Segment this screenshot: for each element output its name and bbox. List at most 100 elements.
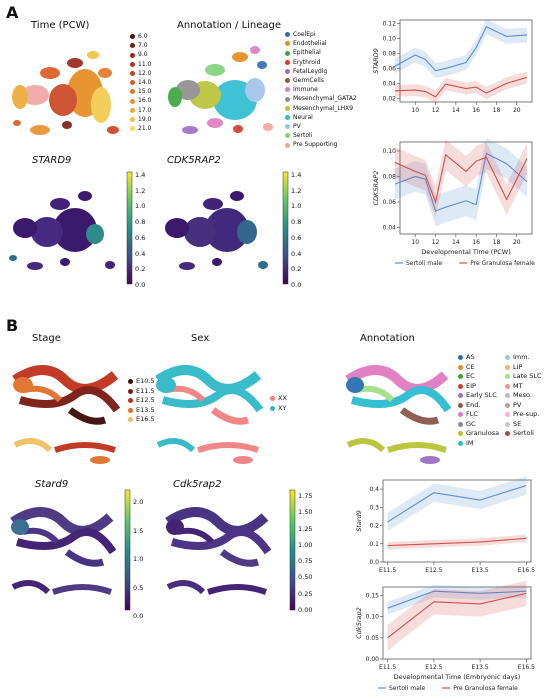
legend-label: 15.0 [138,88,152,96]
legend-swatch [285,87,290,93]
legend-label: 7.0 [138,42,148,50]
colorbar-tick: 1.4 [291,171,302,179]
legend-swatch [285,32,290,38]
annotation-legend-item: CoelEpi [285,30,357,39]
y-tick-label: 0.10 [366,614,380,621]
legend-label: LIP [513,362,523,371]
legend-swatch [130,43,135,49]
legend-label: Early SLC [466,391,497,399]
umap-sex-plot [155,365,264,464]
series-line [394,153,528,204]
legend-label: End. [466,400,481,409]
annotation-legend-item: Mesenchymal_GATA2 [285,94,357,103]
y-tick-label: 0.0 [369,559,379,566]
legend-swatch [458,364,463,370]
legend-swatch [285,96,290,102]
legend-label: XY [278,403,287,412]
legend-label: Pre Granulosa female [453,685,518,692]
legend-swatch [130,126,135,132]
colorbar-b1-ticks: 2.0 1.5 1.0 0.5 0.0 [133,488,143,631]
colorbar-tick: 0.6 [135,233,146,242]
legend-swatch [128,407,133,413]
annotation-mouse-legend-item: Pre-sup. [505,410,542,420]
legend-label: 17.0 [138,106,152,114]
legend-label: PV [293,123,301,131]
confidence-band [394,139,527,218]
y-tick-label: 0.08 [383,51,397,58]
legend-swatch [458,374,463,380]
legend-label: GC [466,419,476,428]
legend-swatch [458,402,463,408]
colorbar-tick: 1.0 [135,202,146,211]
line-chart-cdk5rap2-human: 0.04 0.06 0.08 0.10 10 12 14 16 18 20 CDK5RAP2 Deve… [372,138,535,267]
x-tick-label: E16.5 [518,664,535,671]
colorbar-tick: 1.50 [298,508,313,517]
legend-label: 19.0 [138,115,152,123]
legend-swatch [130,116,135,122]
x-tick-label: E13.5 [472,664,489,671]
legend-swatch [505,421,510,427]
colorbar-tick: 0.8 [135,218,146,227]
stage-legend-item: E10.5 [128,377,155,387]
annotation-mouse-legend-item: FLC [458,410,499,420]
legend-label: AS [466,353,475,361]
time-legend-item: 17.0 [130,106,151,115]
stage-legend-item: E11.5 [128,387,155,397]
y-tick-label: 0.02 [383,95,397,102]
x-tick-label: 18 [493,239,501,246]
legend-swatch [458,431,463,437]
umap-title-annotation-b: Annotation [360,333,415,344]
legend-label: Epithelial [293,49,321,57]
legend-swatch [458,393,463,399]
y-axis-label: STARD9 [372,48,380,74]
colorbar-tick: 0.75 [298,557,313,566]
annotation-legend-item: Endothelial [285,39,357,48]
umap-annotation-mouse-plot [345,365,452,464]
colorbar-tick: 0.2 [135,265,146,274]
umap-cdk5rap2-plot [165,191,268,270]
legend-swatch [285,78,290,84]
colorbar-tick: 0.8 [291,218,302,227]
legend-swatch [458,383,463,389]
annotation-legend-item: Erythroid [285,58,357,67]
colorbar-b2-ticks: 1.75 1.50 1.25 1.00 0.75 0.50 0.25 0.00 [298,488,312,618]
series-line [394,152,528,212]
umap-title-cdk5rap2: CDK5RAP2 [167,155,221,166]
time-legend-item: 7.0 [130,41,151,50]
umap-title-stage: Stage [32,333,61,344]
legend-label: GermCells [293,77,324,85]
legend-swatch [458,412,463,418]
y-tick-label: 0.04 [383,225,397,232]
x-tick-label: 16 [472,107,480,114]
x-tick-label: 10 [411,239,419,246]
time-legend-item: 12.0 [130,69,151,78]
legend-label: Meso. [513,391,532,399]
colorbar-tick: 0.5 [133,583,144,592]
colorbar-tick: 0.0 [133,612,144,620]
y-tick-label: 0.10 [383,36,397,43]
time-legend: 6.0 7.0 9.0 11.0 12.0 14.0 15.0 16.0 17.… [130,32,151,133]
colorbar-tick: 0.0 [291,280,302,289]
colorbar-a1 [126,171,133,285]
legend-swatch [130,80,135,86]
series-line [387,592,527,639]
x-tick-label: 14 [452,107,460,114]
legend-label: 16.0 [138,97,152,105]
legend-swatch [285,59,290,65]
legend-swatch [458,421,463,427]
colorbar-tick: 0.00 [298,606,313,615]
legend-label: IM [466,438,474,447]
legend-swatch [505,383,510,389]
annotation-mouse-legend-item: SE [505,420,542,430]
annotation-legend-item: Pre Supporting [285,140,357,149]
legend-swatch [458,355,463,361]
legend-label: E13.5 [136,405,155,414]
umap-title-sex: Sex [191,333,210,344]
sex-legend-item: XY [270,404,287,414]
legend-swatch [130,61,135,67]
legend-label: Sertoli male [389,685,425,692]
stage-legend-item: E13.5 [128,406,155,416]
plot-frame [382,586,532,660]
stage-legend-item: E16.5 [128,415,155,425]
y-tick-label: 0.05 [366,635,380,642]
